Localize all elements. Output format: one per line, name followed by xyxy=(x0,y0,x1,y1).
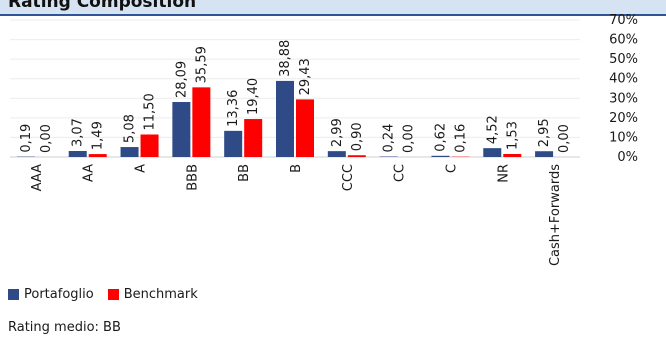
y-tick-label: 10% xyxy=(609,130,638,145)
bar-portafoglio xyxy=(327,151,346,157)
bar-benchmark xyxy=(140,134,159,157)
data-label: 13,36 xyxy=(226,90,241,127)
data-label: 0,24 xyxy=(382,124,397,153)
bar-portafoglio xyxy=(172,102,191,157)
legend-item-portafoglio: Portafoglio xyxy=(8,287,94,302)
legend-label-portafoglio: Portafoglio xyxy=(24,287,94,302)
bar-portafoglio xyxy=(68,150,87,157)
data-label: 0,00 xyxy=(557,124,572,153)
y-tick-label: 0% xyxy=(617,150,638,165)
title-bar: Rating Composition xyxy=(0,0,666,16)
data-label: 1,53 xyxy=(505,121,520,150)
data-label: 0,00 xyxy=(402,124,417,153)
data-label: 0,19 xyxy=(19,124,34,153)
category-label: Cash+Forwards xyxy=(548,164,563,266)
bar-benchmark xyxy=(192,87,211,157)
average-rating-note: Rating medio: BB xyxy=(8,320,121,335)
category-label: AA xyxy=(82,164,97,182)
data-label: 5,08 xyxy=(123,114,138,143)
legend-swatch-portafoglio xyxy=(8,289,19,300)
category-label: BBB xyxy=(185,164,200,191)
chart-title: Rating Composition xyxy=(8,0,197,12)
category-label: B xyxy=(289,164,304,173)
legend-swatch-benchmark xyxy=(107,289,119,300)
bar-benchmark xyxy=(347,155,366,157)
bar-benchmark xyxy=(503,154,522,157)
category-label: A xyxy=(134,164,149,173)
category-label: NR xyxy=(496,164,511,183)
bar-benchmark xyxy=(88,154,107,157)
data-label: 1,49 xyxy=(91,121,106,150)
category-label: AAA xyxy=(30,164,45,192)
category-label: CCC xyxy=(341,164,356,191)
category-label: BB xyxy=(237,164,252,182)
bar-portafoglio xyxy=(431,155,450,157)
y-tick-label: 70% xyxy=(609,13,638,28)
data-label: 0,62 xyxy=(433,123,448,152)
y-tick-label: 30% xyxy=(609,91,638,106)
y-tick-label: 20% xyxy=(609,111,638,126)
data-label: 0,16 xyxy=(453,124,468,153)
chart-legend: Portafoglio Benchmark xyxy=(8,287,212,302)
bar-benchmark xyxy=(244,119,263,157)
y-tick-label: 50% xyxy=(609,52,638,67)
legend-item-benchmark: Benchmark xyxy=(107,287,198,302)
data-label: 38,88 xyxy=(278,40,293,77)
bar-portafoglio xyxy=(276,80,294,157)
category-label: C xyxy=(444,164,459,173)
data-label: 11,50 xyxy=(143,93,158,130)
legend-label-benchmark: Benchmark xyxy=(123,287,198,302)
bar-portafoglio xyxy=(535,151,554,157)
data-label: 28,09 xyxy=(174,61,189,98)
data-label: 3,07 xyxy=(71,118,86,147)
data-label: 35,59 xyxy=(194,46,209,83)
bar-portafoglio xyxy=(224,130,243,157)
data-label: 4,52 xyxy=(485,115,500,144)
bar-benchmark xyxy=(296,99,314,157)
data-label: 2,99 xyxy=(330,118,345,147)
data-label: 0,00 xyxy=(39,124,54,153)
bar-portafoglio xyxy=(483,148,502,157)
data-label: 19,40 xyxy=(246,78,261,115)
category-label: CC xyxy=(393,164,408,182)
data-label: 2,95 xyxy=(537,118,552,147)
bar-portafoglio xyxy=(120,147,139,157)
data-label: 0,90 xyxy=(350,122,365,151)
y-tick-label: 60% xyxy=(609,33,638,48)
y-tick-label: 40% xyxy=(609,72,638,87)
data-label: 29,43 xyxy=(298,58,313,95)
